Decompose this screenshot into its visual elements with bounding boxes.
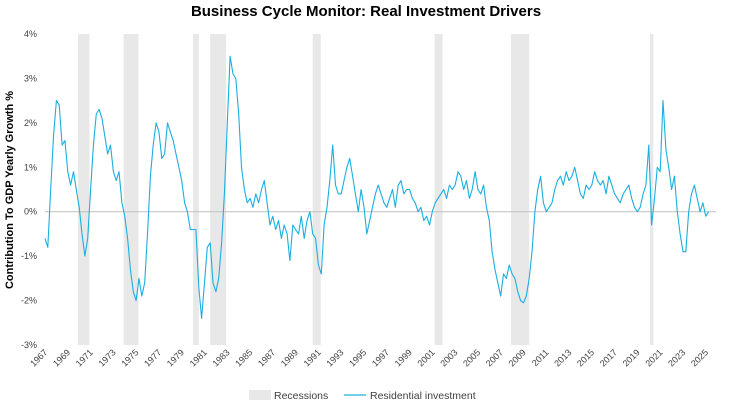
y-tick-label: -1%: [21, 251, 37, 261]
x-tick-label: 2001: [416, 347, 437, 368]
recession-band-8: [649, 34, 654, 345]
x-axis-ticks: 1967 1969 1971 1973 1975 1977 1979 1981 1983 1985…: [28, 347, 710, 368]
x-tick-label: 1987: [256, 347, 277, 368]
legend-residential-label: Residential investment: [370, 390, 476, 402]
x-tick-label: 1999: [393, 347, 414, 368]
x-tick-label: 2021: [643, 347, 664, 368]
x-tick-label: 2007: [484, 347, 505, 368]
x-tick-label: 1997: [370, 347, 391, 368]
recession-band-6: [434, 34, 443, 345]
x-tick-label: 1979: [165, 347, 186, 368]
series-lines: [44, 55, 710, 319]
x-tick-label: 1969: [51, 347, 72, 368]
recession-band-5: [312, 34, 321, 345]
recession-band-7: [510, 34, 530, 345]
y-tick-label: 4%: [24, 29, 37, 39]
y-axis-label: Contribution To GDP Yearly Growth %: [4, 91, 16, 289]
x-tick-label: 2025: [689, 347, 710, 368]
y-tick-label: 2%: [24, 118, 37, 128]
x-tick-label: 2019: [621, 347, 642, 368]
x-tick-label: 1981: [188, 347, 209, 368]
x-tick-label: 1967: [28, 347, 49, 368]
x-tick-label: 1991: [302, 347, 323, 368]
y-tick-label: -2%: [21, 296, 37, 306]
x-tick-label: 2005: [461, 347, 482, 368]
x-tick-label: 1975: [119, 347, 140, 368]
x-tick-label: 2011: [530, 347, 551, 368]
x-tick-label: 2017: [598, 347, 619, 368]
x-tick-label: 2023: [666, 347, 687, 368]
y-tick-label: 3%: [24, 73, 37, 83]
recession-bands: [78, 34, 654, 345]
legend-recessions-swatch: [249, 390, 271, 400]
recession-band-3: [193, 34, 199, 345]
x-tick-label: 1989: [279, 347, 300, 368]
x-tick-label: 1993: [324, 347, 345, 368]
x-tick-label: 1985: [233, 347, 254, 368]
x-tick-label: 2013: [552, 347, 573, 368]
x-tick-label: 2015: [575, 347, 596, 368]
x-tick-label: 2003: [438, 347, 459, 368]
legend-recessions-label: Recessions: [274, 390, 328, 402]
recession-band-2: [123, 34, 139, 345]
legend: Recessions Residential investment: [249, 390, 476, 402]
x-tick-label: 2009: [507, 347, 528, 368]
x-tick-label: 1977: [142, 347, 163, 368]
recession-band-4: [210, 34, 227, 345]
x-tick-label: 1973: [97, 347, 118, 368]
x-tick-label: 1995: [347, 347, 368, 368]
x-tick-label: 1983: [210, 347, 231, 368]
series-line-residential-investment: [44, 55, 710, 319]
recession-band-1: [78, 34, 90, 345]
x-tick-label: 1971: [74, 347, 95, 368]
y-tick-label: 0%: [24, 207, 37, 217]
y-tick-label: -3%: [21, 340, 37, 350]
y-tick-label: 1%: [24, 162, 37, 172]
y-axis-ticks: 4% 3% 2% 1% 0% -1% -2% -3%: [21, 29, 37, 350]
chart-title: Business Cycle Monitor: Real Investment …: [191, 3, 541, 20]
